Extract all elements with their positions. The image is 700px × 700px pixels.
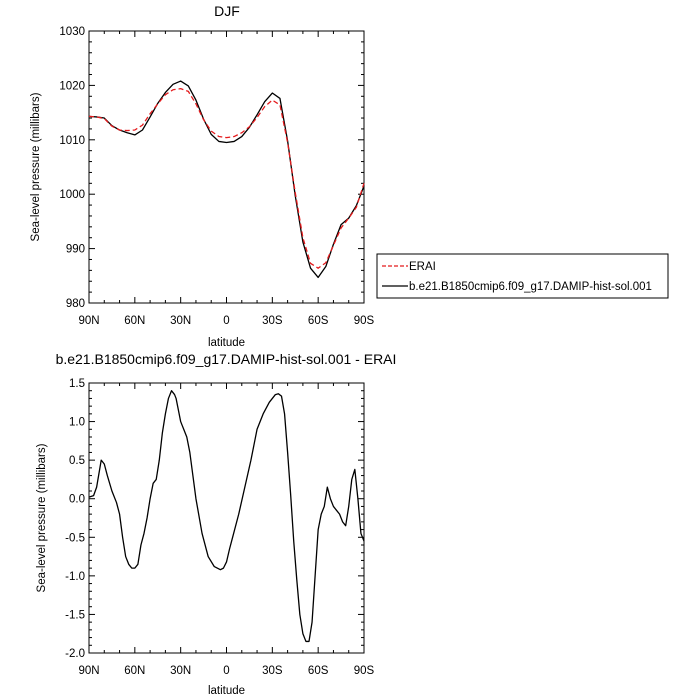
bottom-x-tick-label: 60S <box>308 665 329 677</box>
bottom-y-tick-label: -0.5 <box>65 532 85 544</box>
top-x-tick-label: 0 <box>223 315 229 327</box>
bottom-series-line-0 <box>88 390 365 643</box>
legend-label-erai: ERAI <box>409 261 436 273</box>
top-y-tick-label: 1020 <box>59 80 85 92</box>
legend-label-model: b.e21.B1850cmip6.f09_g17.DAMIP-hist-sol.… <box>409 281 652 293</box>
bottom-y-tick-label: 0.0 <box>69 494 85 506</box>
bottom-y-tick-label: -1.5 <box>65 609 85 621</box>
top-y-tick-label: 990 <box>66 244 85 256</box>
top-y-tick-label: 980 <box>66 298 85 310</box>
bottom-y-tick-label: 1.0 <box>69 417 85 429</box>
bottom-y-tick-label: 0.5 <box>69 455 85 467</box>
bottom-plot-frame <box>88 382 365 654</box>
top-x-tick-label: 90S <box>354 315 375 327</box>
bottom-y-tick-label: -1.0 <box>65 571 85 583</box>
top-y-tick-label: 1010 <box>59 135 85 147</box>
top-x-tick-label: 60N <box>124 315 145 327</box>
legend-box <box>376 253 669 299</box>
top-y-axis-label: Sea-level pressure (millibars) <box>30 92 42 241</box>
bottom-x-tick-label: 90N <box>78 665 99 677</box>
bottom-x-axis-label: latitude <box>208 685 245 697</box>
top-series-lines <box>88 80 365 279</box>
bottom-x-tick-label: 60N <box>124 665 145 677</box>
legend: ERAI b.e21.B1850cmip6.f09_g17.DAMIP-hist… <box>376 253 669 299</box>
top-x-tick-label: 30S <box>262 315 283 327</box>
top-plot-frame <box>88 30 365 304</box>
bottom-y-tick-label: 1.5 <box>69 378 85 390</box>
top-series-line-0 <box>88 88 365 269</box>
bottom-chart-title: b.e21.B1850cmip6.f09_g17.DAMIP-hist-sol.… <box>56 351 397 367</box>
bottom-ticks: 90N 60N 30N 0 30S 60S 90S 1.5 1.0 0.5 0.0 -0.5 -1.0 -… <box>65 378 374 677</box>
top-y-tick-label: 1030 <box>59 26 85 38</box>
bottom-x-tick-label: 30N <box>170 665 191 677</box>
bottom-x-tick-label: 0 <box>223 665 229 677</box>
top-x-tick-label: 30N <box>170 315 191 327</box>
top-y-tick-label: 1000 <box>59 189 85 201</box>
top-panel: DJF 90N 60N 30N 0 30S 60S 90S 980 990 1000 1010 102… <box>30 3 669 349</box>
bottom-panel: b.e21.B1850cmip6.f09_g17.DAMIP-hist-sol.… <box>36 351 396 697</box>
top-x-tick-label: 60S <box>308 315 329 327</box>
bottom-x-tick-label: 90S <box>354 665 375 677</box>
bottom-x-tick-label: 30S <box>262 665 283 677</box>
top-x-tick-label: 90N <box>78 315 99 327</box>
top-x-axis-label: latitude <box>208 337 245 349</box>
top-chart-title: DJF <box>214 3 240 19</box>
bottom-y-tick-label: -2.0 <box>65 648 85 660</box>
top-series-line-1 <box>88 80 365 279</box>
top-ticks: 90N 60N 30N 0 30S 60S 90S 980 990 1000 1010 1020 103… <box>59 26 374 327</box>
bottom-y-axis-label: Sea-level pressure (millibars) <box>36 443 48 592</box>
bottom-series-lines <box>88 390 365 643</box>
